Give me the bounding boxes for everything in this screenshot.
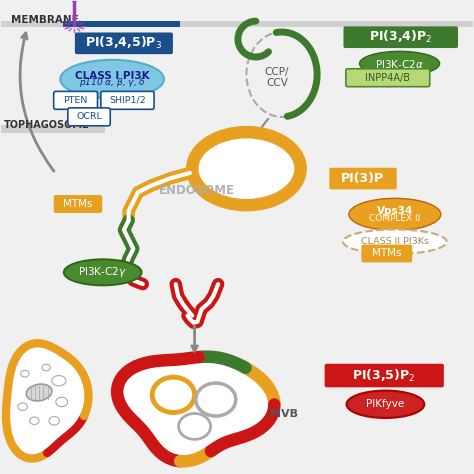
- Ellipse shape: [343, 229, 447, 254]
- Text: PTEN: PTEN: [64, 96, 88, 105]
- Text: PI(3)P: PI(3)P: [341, 172, 384, 185]
- Text: MTMs: MTMs: [372, 248, 401, 258]
- Ellipse shape: [192, 132, 301, 205]
- Ellipse shape: [60, 60, 164, 99]
- Text: TOPHAGOSOME: TOPHAGOSOME: [4, 120, 90, 130]
- FancyBboxPatch shape: [1, 125, 105, 133]
- FancyBboxPatch shape: [329, 168, 397, 190]
- Text: CCV: CCV: [266, 78, 288, 88]
- Ellipse shape: [18, 403, 27, 410]
- Ellipse shape: [56, 397, 68, 407]
- Text: MVB: MVB: [270, 409, 298, 419]
- Ellipse shape: [196, 383, 236, 416]
- Text: CLASS I PI3K: CLASS I PI3K: [75, 71, 149, 81]
- Text: ENDOSOME: ENDOSOME: [159, 184, 235, 197]
- Text: COMPLEX II: COMPLEX II: [369, 214, 420, 223]
- Text: PI(3,4)P$_2$: PI(3,4)P$_2$: [369, 29, 432, 45]
- Ellipse shape: [152, 377, 195, 412]
- Text: PI(3,4,5)P$_3$: PI(3,4,5)P$_3$: [85, 35, 163, 51]
- Polygon shape: [6, 343, 89, 458]
- Ellipse shape: [359, 51, 439, 76]
- Text: PIKfyve: PIKfyve: [366, 399, 405, 409]
- FancyBboxPatch shape: [361, 245, 412, 263]
- Text: PI3K-C2$\alpha$: PI3K-C2$\alpha$: [375, 57, 424, 70]
- Ellipse shape: [30, 417, 39, 425]
- Ellipse shape: [26, 384, 52, 401]
- Ellipse shape: [179, 413, 210, 439]
- Ellipse shape: [42, 364, 50, 371]
- Text: SHIP1/2: SHIP1/2: [109, 96, 146, 105]
- Text: OCRL: OCRL: [76, 112, 102, 121]
- FancyBboxPatch shape: [54, 195, 102, 213]
- Text: PI3K-C2$\gamma$: PI3K-C2$\gamma$: [78, 265, 127, 279]
- FancyBboxPatch shape: [101, 91, 154, 109]
- Ellipse shape: [21, 370, 29, 377]
- Ellipse shape: [52, 375, 66, 386]
- Text: CLASS II PI3Ks: CLASS II PI3Ks: [361, 237, 429, 246]
- FancyBboxPatch shape: [68, 108, 110, 126]
- Ellipse shape: [349, 198, 441, 230]
- Text: PI(3,5)P$_2$: PI(3,5)P$_2$: [352, 367, 416, 383]
- FancyBboxPatch shape: [325, 364, 444, 387]
- FancyBboxPatch shape: [344, 27, 458, 48]
- FancyBboxPatch shape: [63, 21, 181, 27]
- Ellipse shape: [49, 417, 59, 425]
- Ellipse shape: [64, 259, 142, 285]
- FancyBboxPatch shape: [54, 91, 98, 109]
- Text: INPP4A/B: INPP4A/B: [365, 73, 410, 83]
- Ellipse shape: [346, 391, 424, 418]
- Text: MTMs: MTMs: [63, 199, 92, 209]
- FancyBboxPatch shape: [75, 33, 173, 54]
- Text: Vps34: Vps34: [377, 206, 413, 216]
- FancyBboxPatch shape: [346, 69, 430, 87]
- Text: p110 $\alpha$, $\beta$, $\gamma$, $\delta$: p110 $\alpha$, $\beta$, $\gamma$, $\delt…: [79, 76, 146, 89]
- Text: CCP/: CCP/: [265, 67, 289, 77]
- Polygon shape: [117, 356, 274, 461]
- FancyBboxPatch shape: [1, 21, 473, 27]
- Text: MEMBRANE: MEMBRANE: [11, 15, 79, 25]
